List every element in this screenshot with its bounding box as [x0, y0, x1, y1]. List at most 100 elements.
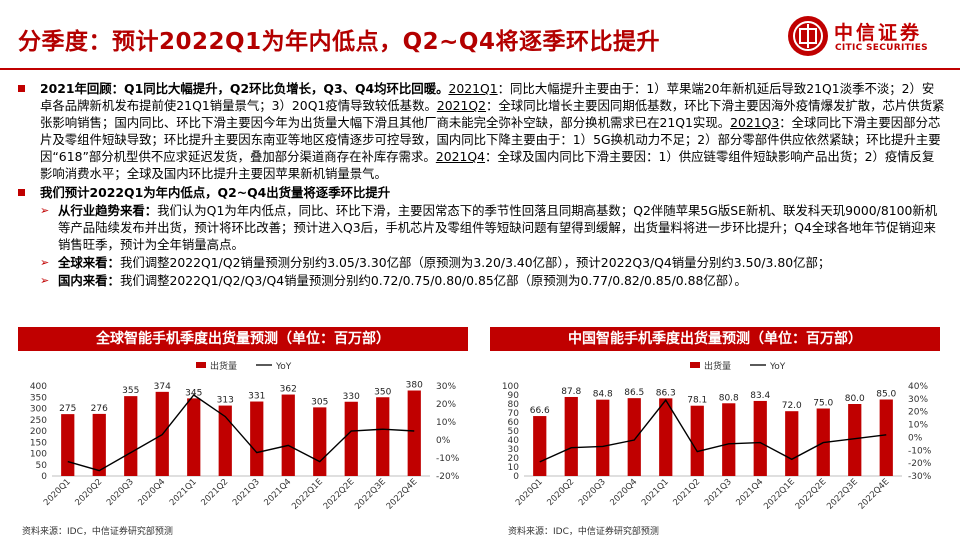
sub1-head: 从行业趋势来看：	[58, 203, 158, 218]
y-tick-label: 0	[513, 472, 519, 482]
sub-china: ➢ 国内来看：我们调整2022Q1/Q2/Q3/Q4销量预测分别约0.72/0.…	[18, 272, 946, 289]
tag-2021q1: 2021Q1	[448, 81, 498, 96]
sub-industry-trend: ➢ 从行业趋势来看：我们认为Q1为年内低点，同比、环比下滑，主要因常态下的季节性…	[18, 202, 946, 253]
bar-value-label: 275	[59, 404, 76, 414]
bullet-2021-review: 2021年回顾：Q1同比大幅提升，Q2环比负增长，Q3、Q4均环比回暖。2021…	[18, 80, 946, 182]
bar	[61, 414, 75, 476]
y-tick-label: 100	[502, 382, 519, 392]
y-tick-label: 80	[508, 400, 520, 410]
y2-tick-label: 20%	[908, 408, 928, 418]
x-tick-label: 2021Q3	[703, 477, 734, 508]
bar	[92, 413, 106, 476]
bar-value-label: 66.6	[530, 406, 550, 416]
china-chart: 出货量 YoY 0 10 20 30 40 50 60 70 80 90 100 40% 30% 20% 10%…	[490, 356, 940, 516]
sub2-head: 全球来看：	[58, 255, 120, 270]
x-tick-label: 2021Q4	[734, 477, 765, 508]
x-tick-label: 2022Q4E	[857, 477, 892, 512]
x-tick-label: 2020Q3	[577, 477, 608, 508]
bar-value-label: 305	[311, 397, 328, 407]
y2-tick-label: 40%	[908, 382, 928, 392]
bar-value-label: 350	[374, 387, 391, 397]
legend-bar-label: 出货量	[210, 360, 237, 372]
y2-tick-label: 10%	[908, 421, 928, 431]
x-tick-label: 2022Q4E	[385, 477, 420, 512]
bar-value-label: 75.0	[813, 399, 833, 409]
page-title: 分季度：预计2022Q1为年内低点，Q2~Q4将逐季环比提升	[18, 29, 660, 55]
bullet-2022-forecast: 我们预计2022Q1为年内低点，Q2~Q4出货量将逐季环比提升	[18, 184, 946, 201]
tag-2021q3: 2021Q3	[730, 115, 780, 130]
bar-value-label: 83.4	[750, 391, 770, 401]
bar	[722, 403, 736, 476]
bar	[659, 398, 673, 476]
logo-cn-text: 中信证券	[834, 22, 923, 44]
y-tick-label: 150	[30, 438, 47, 448]
bullet-square-icon	[18, 189, 25, 196]
bar-value-label: 362	[280, 385, 297, 395]
text-2021q4: ：全球及国内同比下滑主要因：1）供应链零组件短缺影响产品出货；2）疫情反复影响消…	[40, 149, 935, 181]
x-tick-label: 2022Q2E	[322, 477, 357, 512]
legend-line-label: YoY	[275, 362, 292, 372]
bar	[785, 411, 799, 476]
bar	[848, 404, 862, 476]
y2-tick-label: 30%	[436, 382, 456, 392]
bar	[250, 401, 264, 476]
text-2021q3: ：全球同比下滑主要因部分芯片及零组件短缺导致；环比提升主要因东南亚等地区疫情逐步…	[40, 115, 941, 164]
y2-tick-label: 0%	[908, 433, 923, 443]
bar	[407, 390, 421, 476]
x-tick-label: 2022Q2E	[794, 477, 829, 512]
x-tick-label: 2020Q2	[73, 477, 104, 508]
bar	[313, 407, 327, 476]
bar	[376, 397, 390, 476]
logo-en-text: CITIC SECURITIES	[835, 43, 928, 53]
x-tick-label: 2022Q1E	[762, 477, 797, 512]
bar-value-label: 87.8	[561, 387, 581, 397]
china-source-note: 资料来源：IDC，中信证券研究部预测	[508, 527, 659, 537]
x-tick-label: 2021Q1	[640, 477, 671, 508]
bar-value-label: 355	[122, 386, 139, 396]
x-tick-label: 2021Q4	[262, 477, 293, 508]
y2-tick-label: -10%	[436, 454, 460, 464]
bar	[187, 398, 201, 476]
yoy-line	[539, 398, 887, 463]
global-chart: 出货量 YoY 0 50 100 150 200 250 300 350 400 30% 20% 10% 0…	[18, 356, 468, 516]
y2-tick-label: -20%	[436, 472, 460, 482]
bullet-2022-head: 我们预计2022Q1为年内低点，Q2~Q4出货量将逐季环比提升	[40, 185, 391, 200]
sub2-text: 我们调整2022Q1/Q2销量预测分别约3.05/3.30亿部（原预测为3.20…	[119, 255, 831, 270]
x-tick-label: 2021Q2	[671, 477, 702, 508]
bar-value-label: 80.8	[719, 393, 739, 403]
bar-value-label: 84.8	[593, 390, 613, 400]
global-source-note: 资料来源：IDC，中信证券研究部预测	[22, 527, 173, 537]
bar	[281, 394, 295, 476]
sub-global: ➢ 全球来看：我们调整2022Q1/Q2销量预测分别约3.05/3.30亿部（原…	[18, 254, 946, 271]
tag-2021q4: 2021Q4	[435, 149, 485, 164]
y-tick-label: 100	[30, 450, 47, 460]
y-tick-label: 30	[508, 445, 520, 455]
y-tick-label: 350	[30, 393, 47, 403]
bar-value-label: 331	[248, 392, 265, 402]
citic-logo: 中信证券 CITIC SECURITIES	[788, 14, 948, 60]
bar-value-label: 86.3	[656, 388, 676, 398]
y2-tick-label: -30%	[908, 472, 932, 482]
y-tick-label: 90	[508, 391, 520, 401]
bar	[218, 405, 232, 476]
y2-tick-label: 30%	[908, 395, 928, 405]
x-tick-label: 2022Q3E	[825, 477, 860, 512]
y-tick-label: 50	[508, 427, 520, 437]
bar	[627, 398, 641, 476]
tag-2021q2: 2021Q2	[436, 98, 487, 113]
y-tick-label: 60	[508, 418, 520, 428]
legend-bar-swatch	[196, 362, 206, 368]
bar	[533, 416, 547, 476]
y-tick-label: 200	[30, 427, 47, 437]
bar-value-label: 330	[343, 392, 360, 402]
legend-bar-swatch	[690, 362, 700, 368]
bar-value-label: 345	[185, 388, 202, 398]
y2-tick-label: 10%	[436, 418, 456, 428]
bar-value-label: 380	[406, 381, 423, 391]
bar-value-label: 313	[217, 396, 234, 406]
bar-value-label: 78.1	[687, 396, 707, 406]
y2-tick-label: -20%	[908, 459, 932, 469]
text-2021q1: ：同比大幅提升主要由于：1）苹果端20年新机延后导致21Q1淡季不淡；2）安卓各…	[40, 81, 935, 113]
